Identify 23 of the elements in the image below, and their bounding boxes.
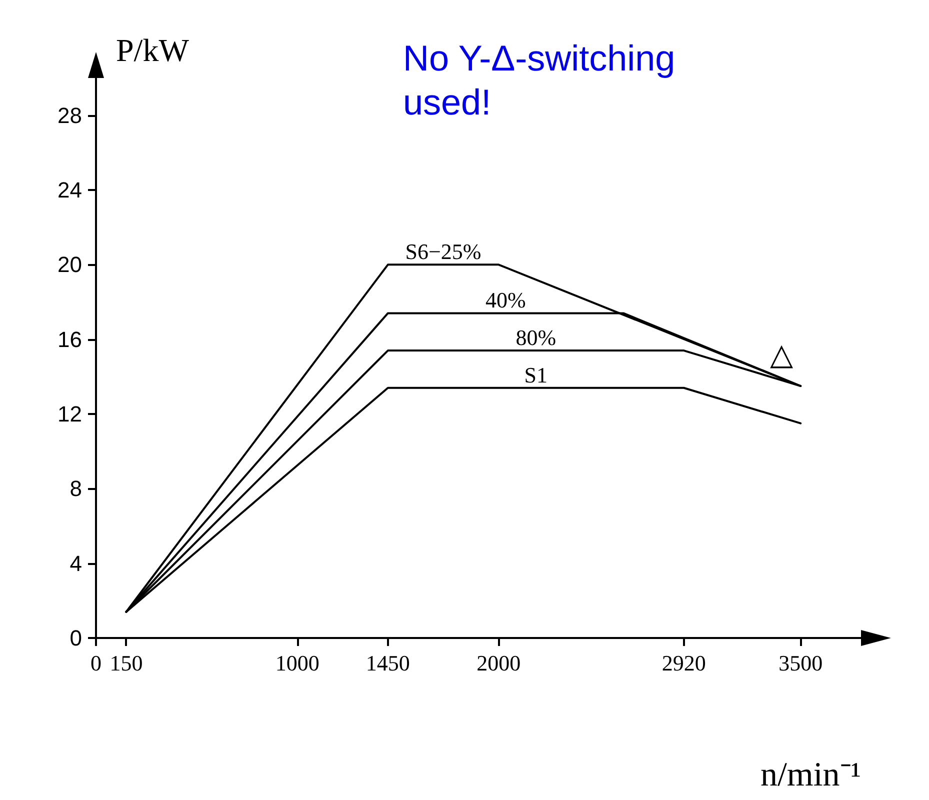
x-tick-label: 150: [110, 650, 143, 676]
x-tick-label: 3500: [778, 650, 823, 676]
y-tick-label: 24: [58, 178, 82, 202]
x-tick-label: 1000: [275, 650, 320, 676]
annotation: △: [770, 338, 794, 372]
x-tick-label: 1450: [366, 650, 410, 676]
y-tick-label: 28: [58, 102, 82, 128]
y-tick-label: 4: [70, 550, 82, 576]
y-tick-label: 0: [70, 626, 82, 650]
y-tick-label: 8: [70, 476, 82, 502]
x-tick-label: 2920: [662, 650, 706, 676]
x-tick-label: 0: [90, 650, 102, 676]
y-tick-label: 12: [58, 402, 82, 426]
x-tick-label: 2000: [476, 650, 521, 676]
series-label: 80%: [516, 325, 556, 350]
y-tick-label: 20: [58, 252, 82, 278]
x-axis-title: n/min⁻¹: [760, 756, 861, 794]
series-label: S6−25%: [405, 239, 482, 264]
y-axis-title: P/kW: [116, 32, 190, 68]
y-tick-label: 16: [58, 326, 82, 352]
annotation: No Y-Δ-switching used!: [403, 38, 676, 122]
series-label: 40%: [486, 288, 526, 313]
series-label: S1: [524, 362, 548, 388]
